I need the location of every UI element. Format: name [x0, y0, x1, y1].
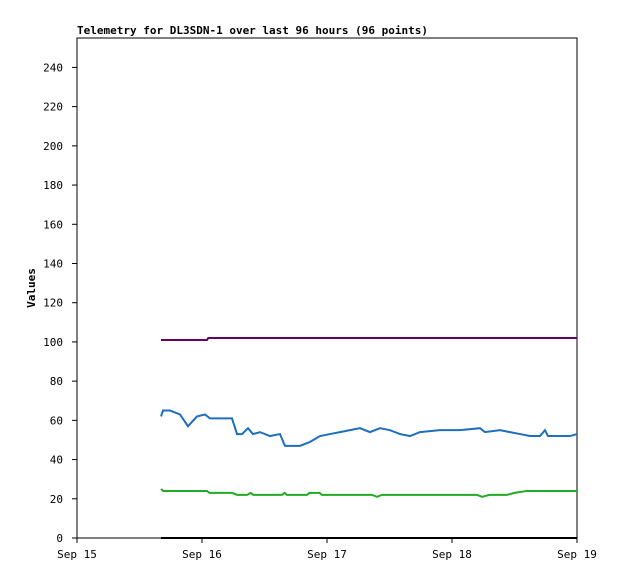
series-line — [160, 488, 577, 498]
y-axis-label: Values — [25, 268, 38, 308]
y-tick-label: 0 — [56, 532, 63, 545]
x-tick-label: Sep 17 — [307, 548, 347, 561]
y-tick-label: 40 — [50, 454, 63, 467]
y-tick-label: 80 — [50, 375, 63, 388]
y-tick-label: 180 — [43, 179, 63, 192]
y-tick-label: 100 — [43, 336, 63, 349]
x-tick-label: Sep 16 — [182, 548, 222, 561]
series-line — [161, 337, 577, 341]
y-tick-label: 120 — [43, 297, 63, 310]
y-tick-label: 140 — [43, 257, 63, 270]
x-tick-label: Sep 15 — [57, 548, 97, 561]
x-tick-label: Sep 18 — [432, 548, 472, 561]
y-tick-label: 220 — [43, 101, 63, 114]
chart-title: Telemetry for DL3SDN-1 over last 96 hour… — [77, 24, 428, 37]
x-tick-label: Sep 19 — [557, 548, 597, 561]
y-tick-label: 240 — [43, 61, 63, 74]
y-tick-label: 200 — [43, 140, 63, 153]
y-tick-label: 160 — [43, 218, 63, 231]
series-line — [160, 409, 578, 447]
y-tick-label: 60 — [50, 414, 63, 427]
y-tick-label: 20 — [50, 493, 63, 506]
